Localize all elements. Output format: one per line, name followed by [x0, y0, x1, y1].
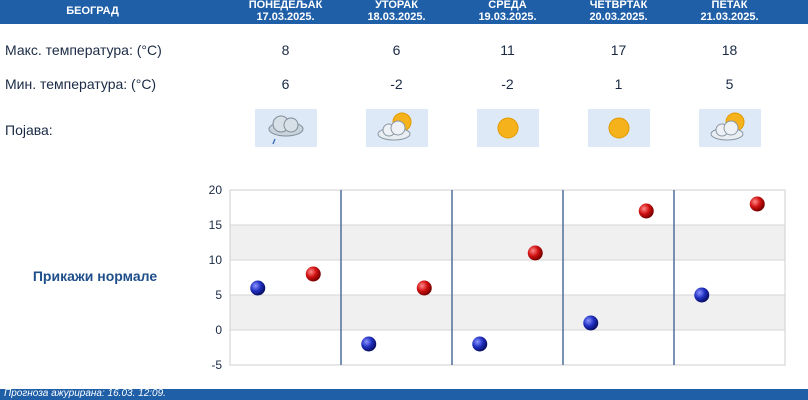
day-name: СРЕДА: [488, 0, 527, 11]
rain-cloud-icon: [255, 109, 317, 147]
day-header-5: ПЕТАК 21.03.2025.: [674, 0, 785, 23]
min-temp-value: 5: [725, 76, 734, 92]
day-header-4: ЧЕТВРТАК 20.03.2025.: [563, 0, 674, 23]
chart-band: [230, 190, 785, 225]
max-temp-value: 18: [721, 42, 738, 58]
min-temp-value: -2: [501, 76, 514, 92]
max-temp-point: [527, 245, 543, 261]
chart-band: [230, 225, 785, 260]
temperature-chart: 20 15 10 5 0 -5: [209, 185, 786, 370]
day-date: 20.03.2025.: [589, 10, 648, 23]
day-header-1: ПОНЕДЕЉАК 17.03.2025.: [230, 0, 341, 23]
partly-cloudy-icon: [366, 109, 428, 147]
y-tick-label: 0: [215, 323, 222, 337]
sun-icon: [477, 109, 539, 147]
min-temp-point: [583, 315, 599, 331]
y-tick-label: 20: [209, 185, 223, 197]
min-temp-point: [250, 280, 266, 296]
max-temp-point: [638, 203, 654, 219]
min-temp-value: 1: [614, 76, 623, 92]
city-name: БЕОГРАД: [66, 5, 119, 17]
day-name: УТОРАК: [375, 0, 418, 11]
show-normals-link[interactable]: Прикажи нормале: [32, 268, 158, 284]
day-date: 18.03.2025.: [367, 10, 426, 23]
day-name: ЧЕТВРТАК: [589, 0, 648, 11]
min-temp-point: [694, 287, 710, 303]
day-date: 17.03.2025.: [256, 10, 315, 23]
plot-border: [229, 189, 786, 366]
max-temp-point: [305, 266, 321, 282]
day-header-2: УТОРАК 18.03.2025.: [341, 0, 452, 23]
y-tick-label: 15: [209, 218, 223, 232]
max-temp-value: 6: [392, 42, 401, 58]
chart-band: [230, 295, 785, 330]
partly-cloudy-icon: [699, 109, 761, 147]
y-tick-label: 10: [209, 253, 223, 267]
min-temp-value: -2: [390, 76, 403, 92]
min-temp-point: [472, 336, 488, 352]
chart-band: [230, 260, 785, 295]
day-date: 19.03.2025.: [478, 10, 537, 23]
forecast-updated-text: Прогноза ажурирана: 16.03. 12:09.: [4, 388, 166, 399]
day-name: ПЕТАК: [711, 0, 748, 11]
max-temp-value: 11: [500, 42, 515, 58]
chart-band: [230, 330, 785, 365]
y-tick-label: 5: [215, 288, 222, 302]
min-temp-point: [361, 336, 377, 352]
max-temp-value: 8: [281, 42, 290, 58]
min-temp-label: Мин. температура: (°C): [5, 76, 157, 92]
chart-gridlines: [229, 189, 786, 366]
footer-bar: Прогноза ажурирана: 16.03. 12:09.: [0, 388, 808, 400]
day-separators: [340, 190, 675, 365]
sun-icon: [588, 109, 650, 147]
y-tick-label: -5: [211, 358, 222, 370]
forecast-header-bar: БЕОГРАД ПОНЕДЕЉАК 17.03.2025. УТОРАК 18.…: [0, 0, 808, 24]
max-temp-value: 17: [610, 42, 627, 58]
phenomenon-label: Појава:: [5, 122, 53, 138]
chart-bands: [230, 190, 785, 365]
max-temp-label: Макс. температура: (°C): [5, 42, 162, 58]
min-temp-value: 6: [281, 76, 290, 92]
day-name: ПОНЕДЕЉАК: [248, 0, 323, 11]
chart-points: [250, 196, 765, 352]
max-temp-point: [416, 280, 432, 296]
max-temp-point: [749, 196, 765, 212]
day-date: 21.03.2025.: [700, 10, 759, 23]
day-header-3: СРЕДА 19.03.2025.: [452, 0, 563, 23]
y-axis-ticks: 20 15 10 5 0 -5: [209, 185, 223, 370]
